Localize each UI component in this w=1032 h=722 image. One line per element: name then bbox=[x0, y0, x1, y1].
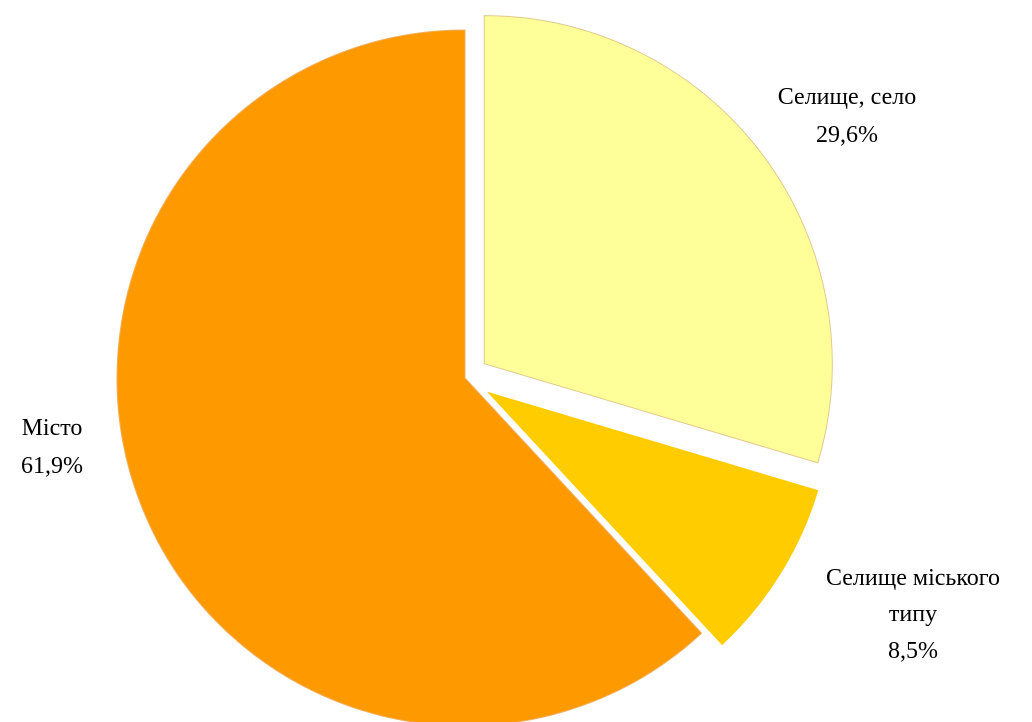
slice-selyshche-miskoho-typu bbox=[483, 389, 820, 647]
pie-slices bbox=[116, 15, 833, 722]
slice-value-selyshche-selo: 29,6% bbox=[816, 122, 878, 148]
slice-value-smt: 8,5% bbox=[888, 638, 938, 664]
slice-value-misto: 61,9% bbox=[21, 453, 83, 479]
slice-label-misto: Місто bbox=[22, 415, 83, 441]
slice-selyshche-selo bbox=[483, 15, 833, 464]
slice-label-smt-line1: Селище міського bbox=[826, 565, 1000, 591]
slice-label-smt-line2: типу bbox=[889, 601, 937, 627]
slice-label-selyshche-selo: Селище, село bbox=[778, 84, 916, 110]
